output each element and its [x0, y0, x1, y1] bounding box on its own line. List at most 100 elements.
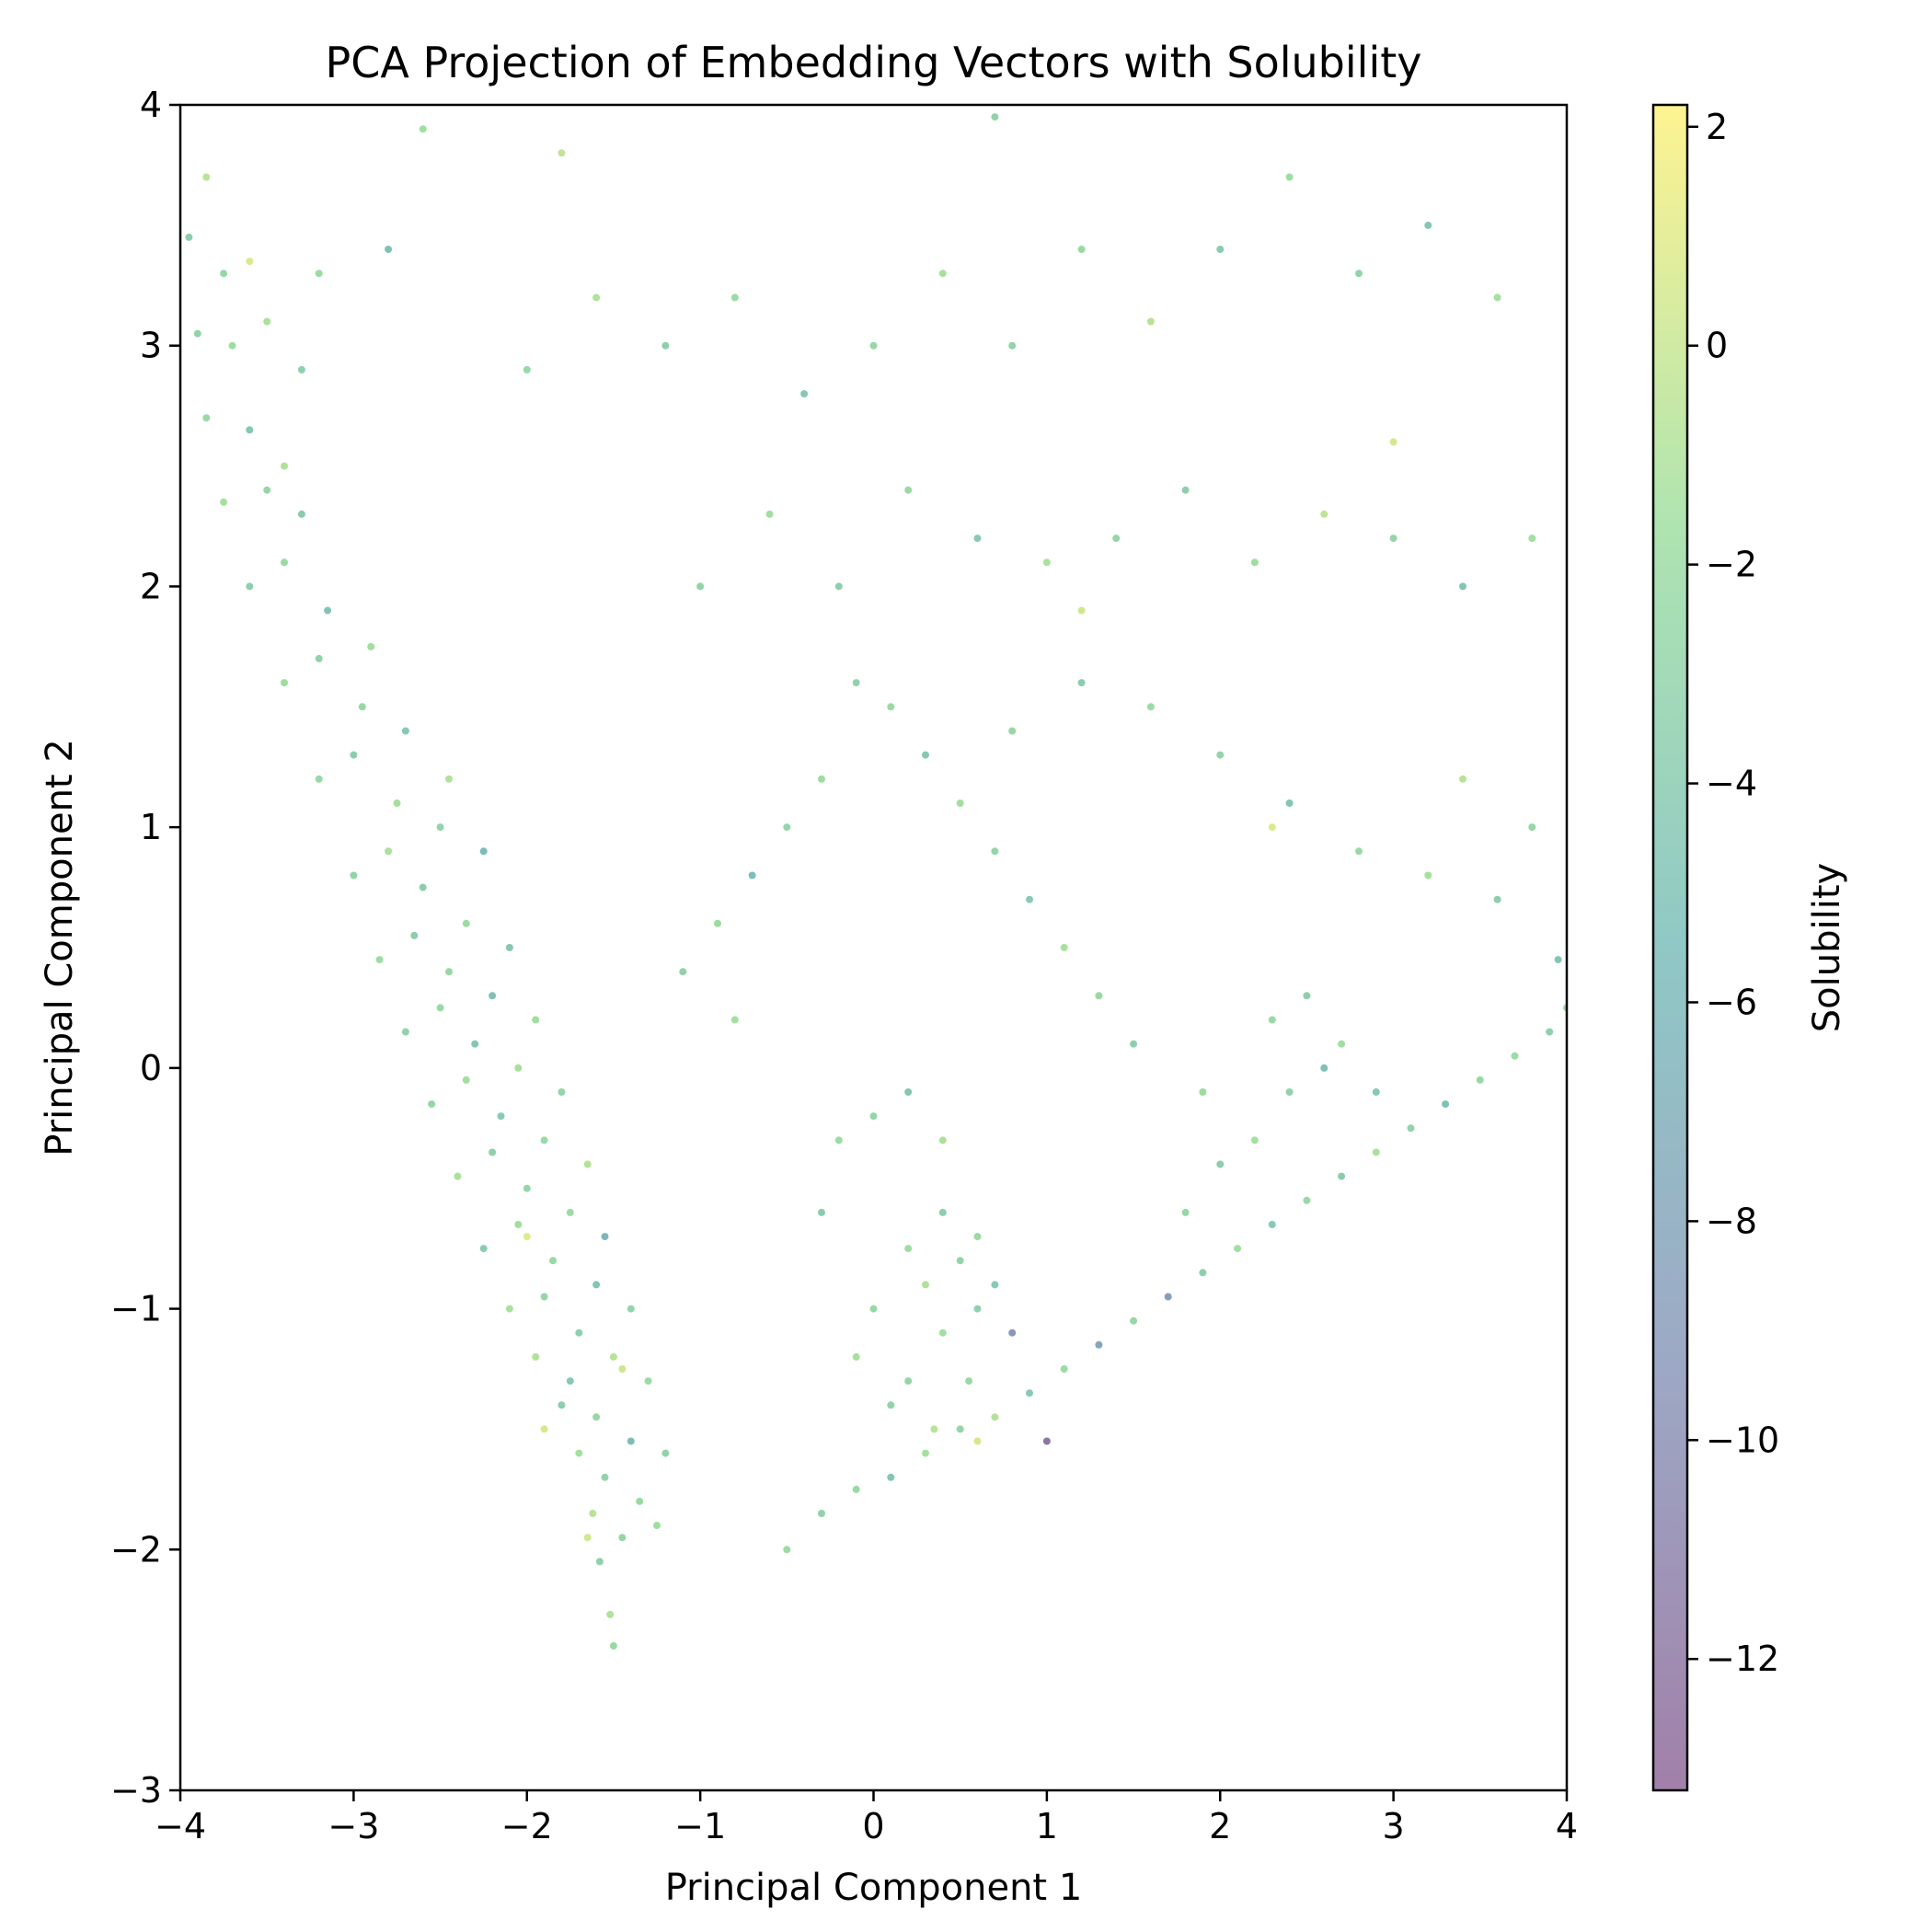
scatter-point: [315, 654, 323, 662]
colorbar-tick-label: −12: [1706, 1639, 1779, 1679]
scatter-point: [462, 1075, 470, 1084]
scatter-point: [991, 113, 999, 121]
scatter-point: [1095, 992, 1103, 1000]
scatter-point: [965, 1377, 973, 1386]
y-tick-label: 4: [140, 85, 162, 125]
scatter-point: [575, 1328, 583, 1337]
x-tick-label: 1: [1036, 1806, 1058, 1846]
scatter-point: [1459, 775, 1466, 783]
scatter-point: [1320, 1064, 1328, 1072]
scatter-point: [489, 1148, 497, 1156]
scatter-point: [887, 1401, 895, 1409]
scatter-point: [1303, 1196, 1311, 1204]
scatter-point: [540, 1293, 548, 1301]
x-tick-label: 3: [1383, 1806, 1405, 1846]
scatter-point: [1164, 1293, 1172, 1301]
scatter-point: [505, 1305, 513, 1313]
scatter-point: [479, 1245, 488, 1253]
x-tick-label: −1: [674, 1806, 726, 1846]
scatter-point: [1077, 246, 1086, 253]
scatter-point: [1216, 246, 1225, 253]
scatter-point: [185, 233, 193, 241]
scatter-point: [1268, 823, 1276, 832]
scatter-point: [1077, 679, 1086, 687]
scatter-point: [1303, 992, 1311, 1000]
scatter-point: [606, 1610, 615, 1618]
scatter-point: [1234, 1245, 1242, 1253]
scatter-point: [583, 1534, 592, 1542]
scatter-point: [653, 1522, 661, 1530]
scatter-point: [852, 1352, 860, 1361]
scatter-point: [479, 847, 488, 856]
scatter-point: [523, 1233, 531, 1241]
scatter-point: [281, 679, 288, 687]
scatter-point: [1459, 582, 1466, 591]
scatter-point: [930, 1425, 938, 1433]
scatter-point: [583, 1160, 592, 1168]
scatter-point: [1285, 173, 1294, 181]
scatter-point: [246, 426, 254, 434]
scatter-point: [1199, 1088, 1207, 1096]
scatter-point: [1355, 270, 1363, 278]
scatter-point: [818, 1208, 825, 1216]
scatter-point: [956, 1425, 964, 1433]
scatter-point: [1008, 341, 1017, 350]
scatter-point: [661, 1449, 670, 1457]
scatter-point: [1095, 1340, 1103, 1349]
scatter-point: [436, 1004, 444, 1012]
scatter-point: [297, 510, 305, 518]
scatter-point: [609, 1352, 617, 1361]
scatter-point: [644, 1377, 652, 1386]
scatter-point: [1476, 1075, 1484, 1084]
scatter-point: [714, 919, 721, 927]
scatter-point: [991, 1413, 999, 1421]
x-tick-label: −3: [328, 1806, 379, 1846]
scatter-point: [1042, 558, 1051, 567]
scatter-point: [540, 1136, 548, 1144]
scatter-point: [834, 1136, 843, 1144]
scatter-point: [263, 486, 271, 494]
scatter-point: [834, 582, 843, 591]
y-tick-label: −3: [110, 1770, 162, 1811]
plot-frame: [178, 103, 1569, 1792]
scatter-point: [471, 1040, 479, 1048]
scatter-point: [1320, 510, 1328, 518]
scatter-point: [1199, 1269, 1207, 1277]
colorbar-tick-label: −2: [1706, 545, 1757, 585]
scatter-point: [973, 1305, 982, 1313]
scatter-point: [558, 1088, 566, 1096]
scatter-point: [1372, 1148, 1380, 1156]
scatter-point: [350, 871, 358, 880]
scatter-point: [410, 931, 419, 939]
scatter-point: [869, 1112, 878, 1121]
scatter-point: [1060, 1365, 1068, 1373]
scatter-point: [445, 968, 453, 976]
scatter-point: [385, 847, 393, 856]
scatter-point: [938, 1328, 947, 1337]
x-tick-label: 0: [862, 1806, 884, 1846]
scatter-point: [193, 329, 201, 338]
scatter-point: [636, 1497, 644, 1505]
scatter-point: [922, 1281, 929, 1289]
scatter-point: [1250, 1136, 1259, 1144]
scatter-point: [627, 1437, 635, 1445]
scatter-point: [852, 679, 860, 687]
scatter-point: [558, 149, 566, 157]
scatter-point: [869, 1305, 878, 1313]
scatter-point: [869, 341, 878, 350]
scatter-point: [609, 1642, 617, 1650]
colorbar-tick-label: 0: [1706, 326, 1728, 366]
scatter-point: [696, 582, 705, 591]
scatter-point: [618, 1365, 627, 1373]
y-tick-label: 0: [140, 1048, 162, 1088]
colorbar-tick-label: −10: [1706, 1420, 1779, 1460]
scatter-point: [1181, 1208, 1190, 1216]
scatter-point: [419, 125, 427, 133]
scatter-point: [532, 1352, 540, 1361]
scatter-point: [887, 703, 895, 711]
scatter-point: [419, 883, 427, 891]
scatter-point: [1008, 727, 1017, 735]
scatter-point: [202, 173, 211, 181]
scatter-point: [1546, 1028, 1554, 1036]
scatter-point: [220, 270, 228, 278]
